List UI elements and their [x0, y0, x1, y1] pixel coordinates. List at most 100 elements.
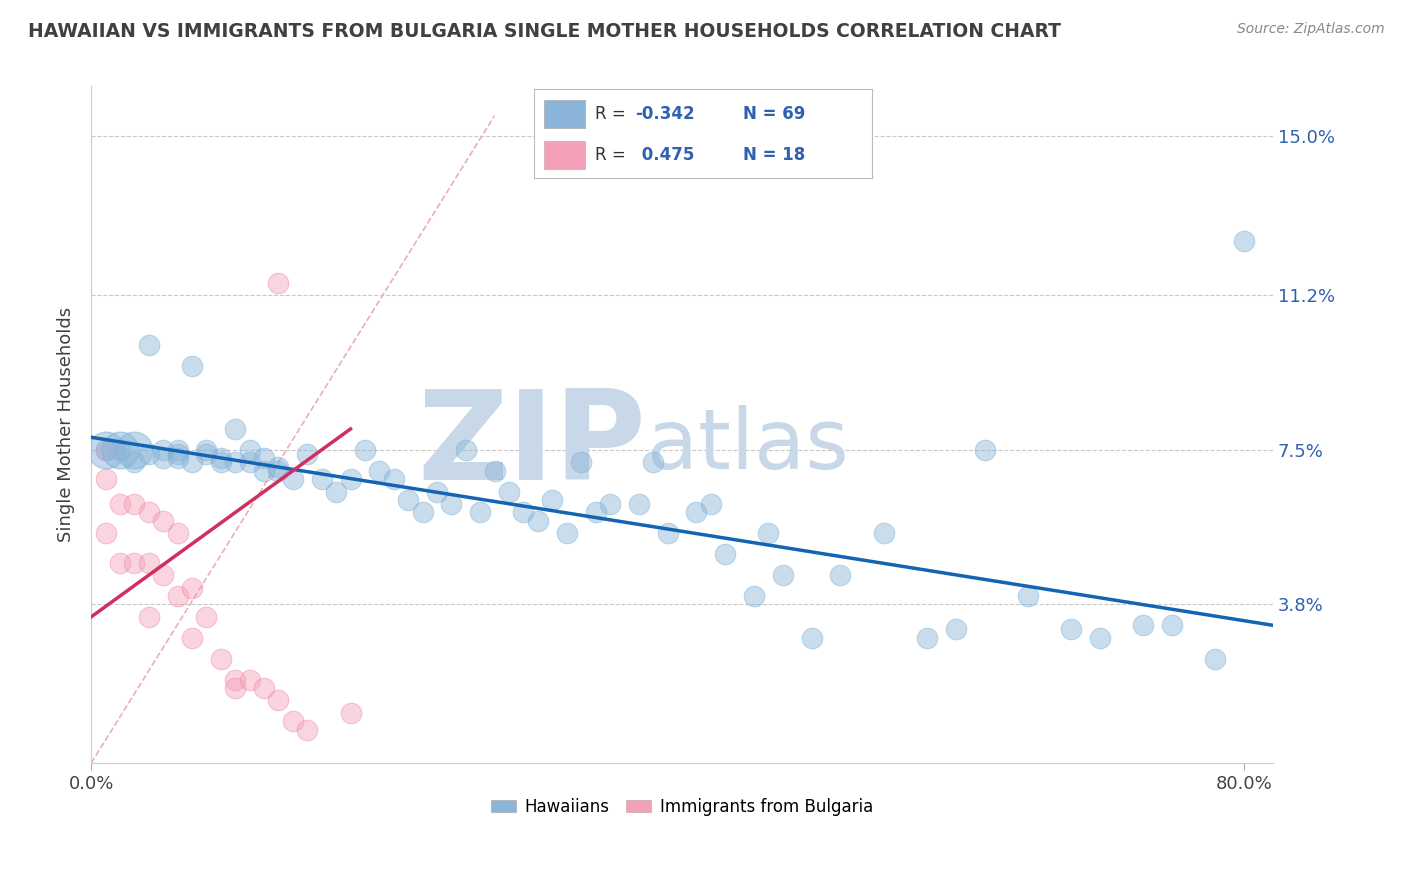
Point [758, 526, 780, 541]
Point [108, 556, 131, 570]
Point [124, 497, 146, 511]
Point [94, 442, 117, 457]
Text: N = 69: N = 69 [744, 105, 806, 123]
Point [1060, 623, 1083, 637]
Point [382, 472, 405, 486]
Text: R =: R = [595, 146, 631, 164]
Point [108, 497, 131, 511]
Text: R =: R = [595, 105, 631, 123]
Point [224, 422, 246, 436]
Point [643, 455, 665, 469]
Point [267, 459, 290, 474]
Point [181, 631, 204, 645]
Point [124, 556, 146, 570]
Point [239, 442, 262, 457]
Point [440, 497, 463, 511]
Text: Source: ZipAtlas.com: Source: ZipAtlas.com [1237, 22, 1385, 37]
Point [224, 455, 246, 469]
Point [267, 693, 290, 707]
Point [224, 681, 246, 695]
Point [94, 442, 117, 457]
Point [685, 506, 707, 520]
Point [599, 497, 621, 511]
Point [166, 442, 188, 457]
Text: atlas: atlas [647, 405, 848, 485]
Point [195, 610, 218, 624]
Point [470, 506, 492, 520]
Point [195, 447, 218, 461]
Point [195, 442, 218, 457]
Point [94, 472, 117, 486]
Point [94, 442, 117, 457]
Point [152, 514, 174, 528]
Point [1204, 651, 1226, 665]
Point [555, 526, 578, 541]
Text: 0.475: 0.475 [636, 146, 695, 164]
Point [138, 610, 160, 624]
Point [800, 631, 823, 645]
Point [253, 464, 276, 478]
Point [209, 651, 232, 665]
Point [224, 673, 246, 687]
Point [915, 631, 938, 645]
Point [108, 442, 131, 457]
Point [1233, 234, 1256, 248]
FancyBboxPatch shape [544, 141, 585, 169]
Point [108, 442, 131, 457]
Text: N = 18: N = 18 [744, 146, 806, 164]
Point [138, 506, 160, 520]
Point [627, 497, 650, 511]
Legend: Hawaiians, Immigrants from Bulgaria: Hawaiians, Immigrants from Bulgaria [485, 791, 879, 822]
Point [166, 451, 188, 466]
Point [396, 492, 419, 507]
Point [239, 673, 262, 687]
Point [253, 451, 276, 466]
FancyBboxPatch shape [544, 100, 585, 128]
Point [209, 455, 232, 469]
Point [152, 442, 174, 457]
Text: ZIP: ZIP [418, 384, 647, 506]
Point [297, 723, 319, 737]
Text: -0.342: -0.342 [636, 105, 695, 123]
Point [527, 514, 550, 528]
Point [94, 526, 117, 541]
Point [742, 589, 765, 603]
Point [512, 506, 534, 520]
Point [124, 442, 146, 457]
Point [569, 455, 592, 469]
Point [152, 451, 174, 466]
Point [585, 506, 607, 520]
Point [339, 706, 361, 720]
Point [138, 447, 160, 461]
Point [873, 526, 896, 541]
Point [973, 442, 995, 457]
Point [354, 442, 377, 457]
Point [1161, 618, 1184, 632]
Point [267, 464, 290, 478]
Point [281, 472, 304, 486]
Point [412, 506, 434, 520]
Point [484, 464, 506, 478]
Point [124, 455, 146, 469]
Point [426, 484, 449, 499]
Point [181, 455, 204, 469]
Point [166, 526, 188, 541]
Point [281, 714, 304, 729]
Point [541, 492, 564, 507]
Point [239, 455, 262, 469]
Point [714, 547, 737, 561]
Point [1132, 618, 1154, 632]
Point [830, 568, 852, 582]
Point [152, 568, 174, 582]
Text: HAWAIIAN VS IMMIGRANTS FROM BULGARIA SINGLE MOTHER HOUSEHOLDS CORRELATION CHART: HAWAIIAN VS IMMIGRANTS FROM BULGARIA SIN… [28, 22, 1062, 41]
Point [368, 464, 391, 478]
Point [700, 497, 723, 511]
Point [772, 568, 794, 582]
Point [498, 484, 520, 499]
Point [1017, 589, 1039, 603]
Point [1088, 631, 1111, 645]
Point [311, 472, 333, 486]
Point [166, 589, 188, 603]
Point [181, 581, 204, 595]
Point [253, 681, 276, 695]
